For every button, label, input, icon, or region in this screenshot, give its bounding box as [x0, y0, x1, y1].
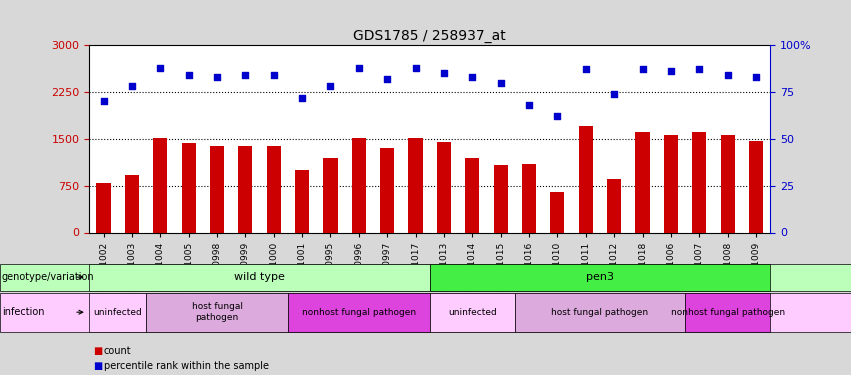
- Point: [323, 83, 337, 89]
- Point: [210, 74, 224, 80]
- Bar: [210, 146, 224, 232]
- Point: [465, 74, 479, 80]
- Point: [551, 113, 564, 119]
- Text: percentile rank within the sample: percentile rank within the sample: [104, 361, 269, 370]
- Bar: [351, 138, 366, 232]
- Text: genotype/variation: genotype/variation: [2, 272, 94, 282]
- Point: [579, 66, 592, 72]
- Point: [523, 102, 536, 108]
- Point: [352, 64, 366, 70]
- Title: GDS1785 / 258937_at: GDS1785 / 258937_at: [353, 28, 506, 43]
- Bar: [266, 146, 281, 232]
- Bar: [494, 165, 508, 232]
- Point: [408, 64, 422, 70]
- Bar: [579, 126, 593, 232]
- Bar: [380, 148, 394, 232]
- Point: [238, 72, 252, 78]
- Point: [295, 94, 309, 100]
- Bar: [323, 158, 338, 232]
- Bar: [607, 179, 621, 232]
- Point: [437, 70, 451, 76]
- Bar: [664, 135, 678, 232]
- Bar: [295, 170, 309, 232]
- Text: host fungal pathogen: host fungal pathogen: [551, 308, 648, 316]
- Text: pen3: pen3: [586, 272, 614, 282]
- Text: nonhost fungal pathogen: nonhost fungal pathogen: [671, 308, 785, 316]
- Point: [125, 83, 139, 89]
- Bar: [125, 175, 139, 232]
- Point: [636, 66, 649, 72]
- Bar: [749, 141, 763, 232]
- Text: infection: infection: [2, 307, 44, 317]
- Bar: [522, 164, 536, 232]
- Bar: [465, 158, 479, 232]
- Text: ■: ■: [94, 361, 103, 370]
- Point: [721, 72, 734, 78]
- Bar: [692, 132, 706, 232]
- Point: [693, 66, 706, 72]
- Point: [153, 64, 167, 70]
- Point: [664, 68, 677, 74]
- Text: ■: ■: [94, 346, 103, 356]
- Point: [267, 72, 281, 78]
- Bar: [721, 135, 734, 232]
- Text: count: count: [104, 346, 131, 356]
- Text: wild type: wild type: [234, 272, 285, 282]
- Text: uninfected: uninfected: [94, 308, 142, 316]
- Point: [380, 76, 394, 82]
- Bar: [408, 138, 423, 232]
- Point: [494, 80, 507, 86]
- Bar: [437, 142, 451, 232]
- Point: [97, 98, 111, 104]
- Bar: [96, 183, 111, 232]
- Point: [749, 74, 762, 80]
- Text: nonhost fungal pathogen: nonhost fungal pathogen: [302, 308, 416, 316]
- Bar: [636, 132, 649, 232]
- Bar: [238, 146, 253, 232]
- Text: host fungal
pathogen: host fungal pathogen: [191, 303, 243, 322]
- Point: [608, 91, 621, 97]
- Bar: [153, 138, 168, 232]
- Point: [182, 72, 196, 78]
- Text: uninfected: uninfected: [448, 308, 497, 316]
- Bar: [181, 143, 196, 232]
- Bar: [551, 192, 564, 232]
